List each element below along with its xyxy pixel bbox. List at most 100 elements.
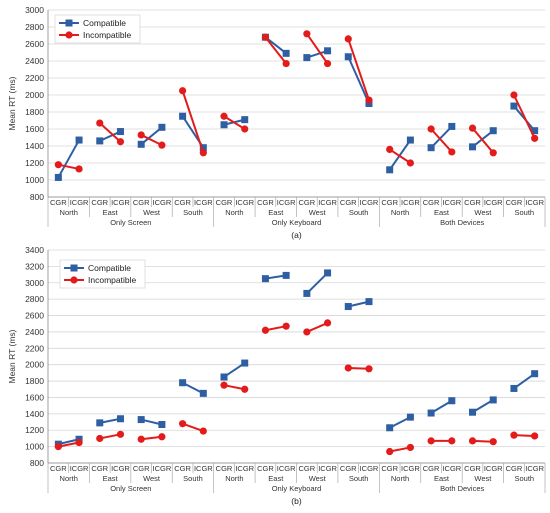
y-tick-label: 1400	[25, 141, 44, 151]
condition-label: CGR	[506, 198, 523, 207]
direction-label: East	[434, 474, 450, 483]
y-tick-label: 800	[30, 458, 44, 468]
data-point	[324, 269, 332, 277]
y-tick-label: 800	[30, 192, 44, 202]
series-segment	[57, 139, 80, 178]
y-tick-label: 1000	[25, 175, 44, 185]
data-point	[303, 54, 311, 62]
series-segment	[430, 125, 453, 149]
y-tick-label: 3200	[25, 261, 44, 271]
data-point	[75, 165, 83, 173]
series-incompatible	[54, 30, 539, 173]
data-point	[241, 125, 249, 133]
condition-label: CGR	[299, 198, 316, 207]
y-tick-label: 2600	[25, 39, 44, 49]
data-point	[158, 433, 166, 441]
data-point	[406, 136, 414, 144]
y-tick-label: 2400	[25, 327, 44, 337]
data-point	[489, 127, 497, 135]
legend: Compatible Incompatible	[59, 259, 146, 289]
data-point	[137, 131, 145, 139]
condition-label: ICGR	[194, 198, 213, 207]
data-point	[468, 437, 477, 445]
group-label: Only Screen	[110, 218, 151, 227]
data-point	[241, 359, 249, 367]
data-point	[220, 381, 228, 389]
data-point	[510, 384, 518, 392]
data-point	[303, 30, 311, 38]
y-tick-label: 1600	[25, 392, 44, 402]
y-tick-label: 2000	[25, 360, 44, 370]
direction-label: South	[349, 474, 369, 483]
series-segment	[513, 94, 536, 139]
data-point	[510, 431, 518, 439]
condition-label: CGR	[174, 198, 191, 207]
series-segment	[99, 122, 122, 143]
condition-label: CGR	[464, 464, 481, 473]
data-point	[365, 298, 373, 306]
data-point	[344, 35, 352, 43]
y-tick-label: 2600	[25, 311, 44, 321]
data-point	[75, 136, 83, 144]
condition-label: CGR	[257, 464, 274, 473]
series-segment	[347, 38, 370, 101]
data-point	[179, 420, 187, 428]
condition-label: ICGR	[442, 198, 461, 207]
data-point	[531, 134, 539, 142]
figure-caption: (a)	[291, 230, 302, 240]
data-point	[344, 53, 352, 61]
condition-label: ICGR	[194, 464, 213, 473]
data-point	[531, 370, 539, 378]
data-point	[261, 33, 270, 41]
data-point	[158, 420, 166, 428]
data-point	[137, 140, 145, 148]
direction-label: West	[309, 208, 327, 217]
series-compatible	[54, 269, 539, 448]
series-segment	[430, 128, 453, 153]
data-point	[179, 87, 187, 95]
condition-label: ICGR	[111, 198, 130, 207]
condition-label: CGR	[216, 198, 233, 207]
condition-label: CGR	[216, 464, 233, 473]
condition-label: ICGR	[442, 464, 461, 473]
condition-label: ICGR	[235, 198, 254, 207]
data-point	[241, 385, 249, 393]
condition-label: CGR	[506, 464, 523, 473]
data-point	[324, 47, 332, 55]
direction-label: North	[391, 208, 409, 217]
data-point	[54, 443, 62, 451]
chart-0: 800 1000 1200 1400 1600 1800 2000 2200 2400 2600 2…	[7, 5, 546, 240]
direction-label: South	[183, 474, 203, 483]
series-segment	[140, 134, 163, 147]
condition-label: CGR	[257, 198, 274, 207]
direction-label: East	[268, 208, 284, 217]
condition-label: ICGR	[70, 464, 89, 473]
direction-label: North	[60, 208, 78, 217]
group-label: Only Keyboard	[272, 484, 322, 493]
data-point	[510, 91, 518, 99]
y-tick-label: 3400	[25, 245, 44, 255]
series-incompatible	[54, 319, 539, 456]
data-point	[406, 159, 414, 167]
condition-label: CGR	[423, 198, 440, 207]
data-point	[96, 419, 104, 427]
data-point	[427, 437, 435, 445]
legend-label: Compatible	[83, 18, 126, 28]
direction-label: East	[268, 474, 284, 483]
data-point	[54, 173, 62, 181]
condition-label: ICGR	[277, 464, 296, 473]
direction-label: South	[514, 208, 534, 217]
direction-label: East	[103, 208, 119, 217]
series-segment	[223, 115, 246, 130]
y-axis-label: Mean RT (ms)	[7, 329, 17, 383]
data-point	[489, 149, 497, 157]
condition-label: ICGR	[484, 464, 503, 473]
condition-label: ICGR	[360, 198, 379, 207]
condition-label: CGR	[464, 198, 481, 207]
data-point	[344, 303, 352, 311]
y-tick-label: 1800	[25, 376, 44, 386]
y-tick-label: 1800	[25, 107, 44, 117]
data-point	[220, 112, 228, 120]
direction-label: South	[349, 208, 369, 217]
condition-label: ICGR	[153, 198, 172, 207]
